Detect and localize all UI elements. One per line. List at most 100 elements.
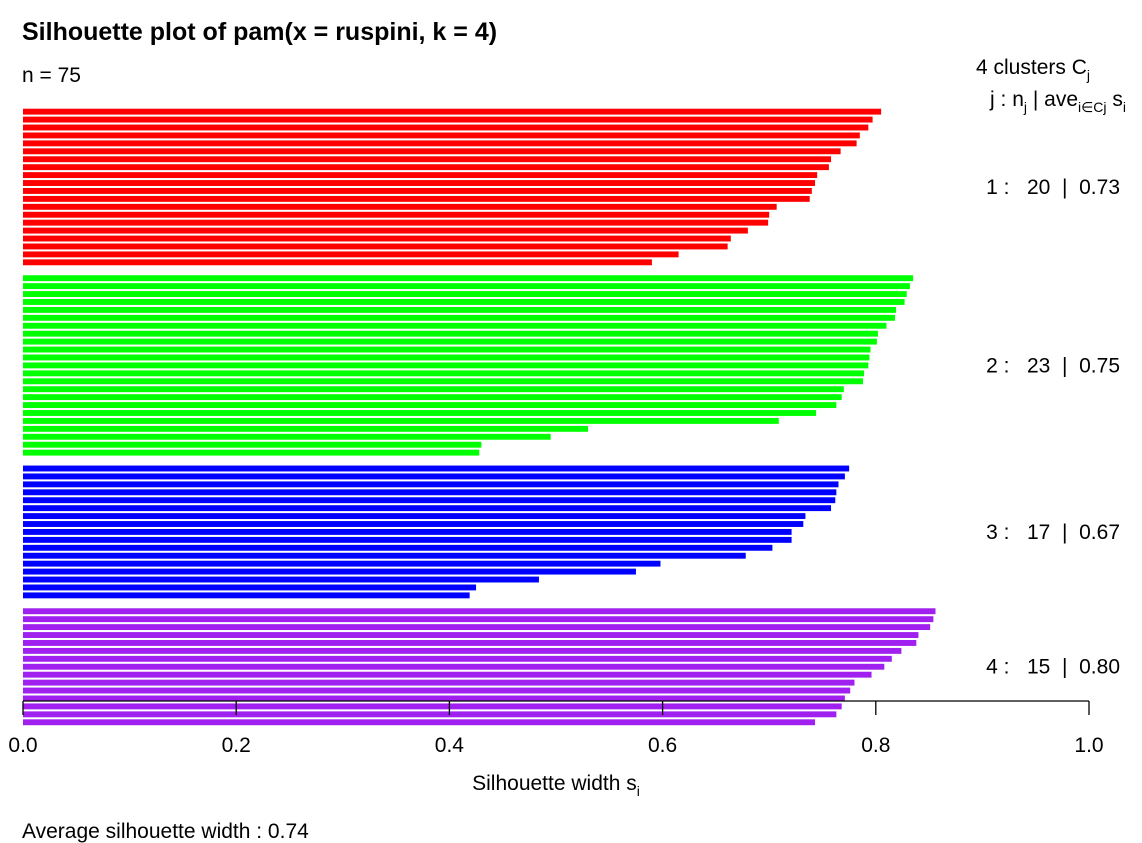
silhouette-bar-c2-15 [23, 386, 844, 393]
silhouette-bar-c1-20 [23, 259, 652, 266]
silhouette-bar-c4-15 [23, 719, 816, 726]
silhouette-bar-c2-13 [23, 370, 865, 377]
silhouette-bar-c2-23 [23, 449, 480, 456]
silhouette-bar-c3-6 [23, 505, 832, 512]
silhouette-bar-c4-2 [23, 616, 934, 623]
silhouette-bar-c3-16 [23, 584, 477, 591]
silhouette-bar-c2-14 [23, 378, 864, 385]
silhouette-bar-c3-12 [23, 552, 746, 559]
silhouette-bar-c1-8 [23, 164, 829, 171]
silhouette-bar-c4-8 [23, 663, 885, 670]
legend-ave-text: | ave [1027, 88, 1078, 111]
silhouette-bar-c3-4 [23, 489, 837, 496]
cluster-label-3: 3 : 17 | 0.67 [986, 521, 1120, 544]
silhouette-bar-c4-14 [23, 711, 837, 718]
silhouette-bar-c4-6 [23, 647, 902, 654]
silhouette-bar-c3-2 [23, 473, 845, 480]
silhouette-bar-c1-12 [23, 195, 810, 202]
silhouette-bar-c4-13 [23, 703, 842, 710]
silhouette-bar-c1-18 [23, 243, 728, 250]
silhouette-bar-c1-4 [23, 132, 860, 139]
silhouette-bar-c2-8 [23, 330, 878, 337]
legend-columns-header: j : nj | avei∈Cj si [989, 88, 1126, 115]
cluster-label-2: 2 : 23 | 0.75 [986, 354, 1120, 377]
chart-title: Silhouette plot of pam(x = ruspini, k = … [22, 18, 497, 46]
silhouette-bar-c2-17 [23, 402, 837, 409]
silhouette-bar-c3-14 [23, 568, 636, 575]
silhouette-bar-c4-11 [23, 687, 851, 694]
silhouette-bar-c4-3 [23, 624, 931, 631]
legend-ave-sub: i∈Cj [1078, 99, 1107, 115]
silhouette-bar-c3-11 [23, 544, 773, 551]
silhouette-bar-c1-7 [23, 156, 832, 163]
legend-s-sub: i [1123, 99, 1126, 115]
silhouette-bar-c3-7 [23, 513, 806, 520]
average-silhouette-width: Average silhouette width : 0.74 [22, 820, 309, 843]
silhouette-bar-c2-21 [23, 433, 551, 440]
silhouette-bar-c1-17 [23, 235, 731, 242]
silhouette-bar-c2-22 [23, 441, 482, 448]
silhouette-bar-c1-16 [23, 227, 748, 234]
x-axis-label-sub: i [637, 783, 640, 799]
silhouette-bar-c2-19 [23, 417, 779, 424]
silhouette-bar-c2-2 [23, 283, 910, 290]
silhouette-bar-c1-5 [23, 140, 857, 147]
x-tick-label-0: 0.0 [8, 734, 37, 757]
silhouette-bar-c1-1 [23, 108, 882, 115]
silhouette-bar-c1-15 [23, 219, 769, 226]
silhouette-bar-c1-6 [23, 148, 841, 155]
silhouette-bar-c1-10 [23, 180, 816, 186]
silhouette-bar-c4-5 [23, 640, 917, 646]
cluster-label-1: 1 : 20 | 0.73 [986, 176, 1120, 199]
silhouette-bar-c4-9 [23, 671, 872, 678]
silhouette-bar-c4-12 [23, 695, 845, 702]
legend-clusters-sub: j [1086, 67, 1090, 83]
silhouette-bar-c1-13 [23, 203, 777, 210]
silhouette-bar-c2-7 [23, 322, 887, 329]
legend-clusters-header: 4 clusters Cj [976, 56, 1090, 83]
cluster-label-4: 4 : 15 | 0.80 [986, 656, 1120, 679]
n-label: n = 75 [22, 64, 81, 87]
silhouette-bar-c2-20 [23, 425, 588, 432]
silhouette-bar-c2-5 [23, 306, 897, 313]
legend-s-text: s [1107, 88, 1123, 111]
silhouette-bar-c3-8 [23, 521, 804, 527]
silhouette-bar-c1-19 [23, 251, 679, 258]
silhouette-bar-c1-9 [23, 172, 818, 179]
silhouette-bar-c1-11 [23, 188, 812, 194]
silhouette-bar-c2-10 [23, 346, 871, 353]
silhouette-bar-c2-18 [23, 410, 817, 416]
silhouette-bar-c3-15 [23, 576, 539, 583]
x-axis-label-text: Silhouette width s [472, 772, 637, 795]
silhouette-bar-c4-10 [23, 679, 855, 686]
silhouette-bar-c1-2 [23, 116, 873, 123]
legend-j-sub: j [1023, 99, 1027, 115]
legend-clusters-text: 4 clusters C [976, 56, 1087, 79]
x-axis-label: Silhouette width si [472, 772, 640, 799]
silhouette-bar-c3-9 [23, 528, 792, 535]
silhouette-bar-c2-16 [23, 394, 842, 401]
silhouette-bar-c3-17 [23, 592, 470, 599]
silhouette-bar-c3-10 [23, 536, 792, 543]
silhouette-bar-c4-1 [23, 608, 936, 615]
legend-j-text: j : n [989, 88, 1024, 111]
silhouette-bar-c2-1 [23, 275, 914, 282]
silhouette-bar-c4-4 [23, 632, 919, 638]
silhouette-bar-c4-7 [23, 655, 892, 662]
cluster-labels-layer: 1 : 20 | 0.73 2 : 23 | 0.75 3 : 17 | 0.67 4… [986, 176, 1120, 679]
silhouette-bar-c2-12 [23, 362, 869, 369]
silhouette-bar-c1-3 [23, 124, 869, 131]
x-tick-label-4: 0.8 [861, 734, 890, 757]
silhouette-bar-c2-6 [23, 314, 895, 321]
silhouette-bar-c3-13 [23, 560, 661, 567]
x-tick-label-3: 0.6 [648, 734, 677, 757]
silhouette-bar-c1-14 [23, 211, 770, 218]
x-tick-label-5: 1.0 [1074, 734, 1103, 757]
silhouette-bar-c3-3 [23, 481, 839, 488]
x-axis: 0.0 0.2 0.4 0.6 0.8 1.0 [8, 700, 1104, 757]
silhouette-bar-c2-9 [23, 338, 877, 345]
x-tick-label-2: 0.4 [435, 734, 465, 757]
silhouette-bar-c2-4 [23, 299, 905, 305]
silhouette-bar-c3-1 [23, 465, 850, 472]
